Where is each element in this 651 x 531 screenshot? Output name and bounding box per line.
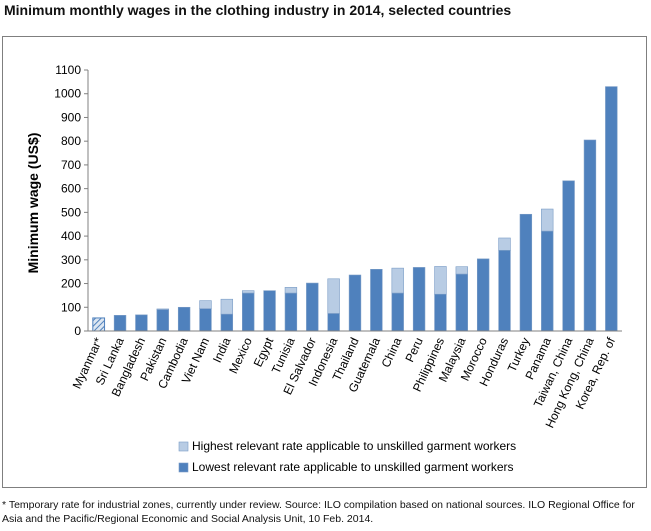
bar-lowest <box>263 290 276 332</box>
bar-highest <box>498 237 511 251</box>
y-tick-label: 100 <box>61 300 81 314</box>
bar-lowest <box>177 306 191 332</box>
bar-lowest <box>541 230 554 332</box>
bar-lowest <box>306 282 319 332</box>
bar-lowest <box>135 314 148 332</box>
legend-label: Lowest relevant rate applicable to unski… <box>192 460 514 474</box>
bar-highest <box>541 208 554 232</box>
bar-highest <box>220 298 234 315</box>
bar-highest <box>434 266 447 295</box>
bar-lowest <box>113 315 127 332</box>
bar-highest <box>156 308 169 310</box>
bar-hatched <box>92 317 106 332</box>
bar-highest <box>284 287 298 294</box>
bar-lowest <box>412 267 426 332</box>
bar-lowest <box>391 292 404 332</box>
bar-lowest <box>519 213 533 332</box>
bar-lowest <box>434 293 447 332</box>
chart-frame <box>2 36 647 488</box>
y-tick-label: 500 <box>61 205 81 219</box>
chart-title: Minimum monthly wages in the clothing in… <box>4 2 512 18</box>
y-tick-label: 400 <box>61 229 81 243</box>
legend: Highest relevant rate applicable to unsk… <box>178 439 516 474</box>
y-tick-label: 600 <box>61 182 81 196</box>
bar-lowest <box>562 180 575 332</box>
footnote: * Temporary rate for industrial zones, c… <box>2 499 635 525</box>
y-tick-label: 700 <box>61 158 81 172</box>
bar-highest <box>455 266 468 275</box>
y-tick-label: 1000 <box>54 87 81 101</box>
bar-lowest <box>498 250 511 332</box>
bar-highest <box>391 267 404 294</box>
y-tick-label: 1100 <box>55 63 81 77</box>
bar-lowest <box>370 269 383 332</box>
bar-highest <box>199 300 212 309</box>
bar-lowest <box>455 273 468 332</box>
legend-swatch <box>178 462 189 473</box>
bar-highest <box>327 278 340 314</box>
y-tick-label: 900 <box>61 110 81 124</box>
bar-lowest <box>605 86 618 332</box>
y-tick-label: 800 <box>61 134 81 148</box>
y-axis: 0 100 200 300 400 500 600 700 800 900 1000 1100 <box>54 63 89 338</box>
bar-lowest <box>242 292 255 332</box>
bar-lowest <box>348 274 362 332</box>
bars <box>92 86 618 332</box>
legend-swatch <box>178 441 189 452</box>
bar-lowest <box>284 292 298 332</box>
bar-lowest <box>327 313 340 332</box>
y-tick-label: 200 <box>61 277 81 291</box>
y-tick-label: 300 <box>61 253 81 267</box>
bar-lowest <box>476 258 490 332</box>
x-tick-label: China <box>378 335 404 370</box>
y-tick-label: 0 <box>74 324 81 338</box>
bar-lowest <box>583 139 597 332</box>
y-axis-label: Minimum wage (US$) <box>25 133 41 274</box>
bar-lowest <box>199 308 212 332</box>
x-axis: Myanmar*Sri LankaBangladeshPakistanCambo… <box>70 330 622 430</box>
bar-lowest <box>220 313 234 332</box>
bar-highest <box>242 290 255 294</box>
bar-lowest <box>156 309 169 332</box>
legend-label: Highest relevant rate applicable to unsk… <box>192 439 516 453</box>
